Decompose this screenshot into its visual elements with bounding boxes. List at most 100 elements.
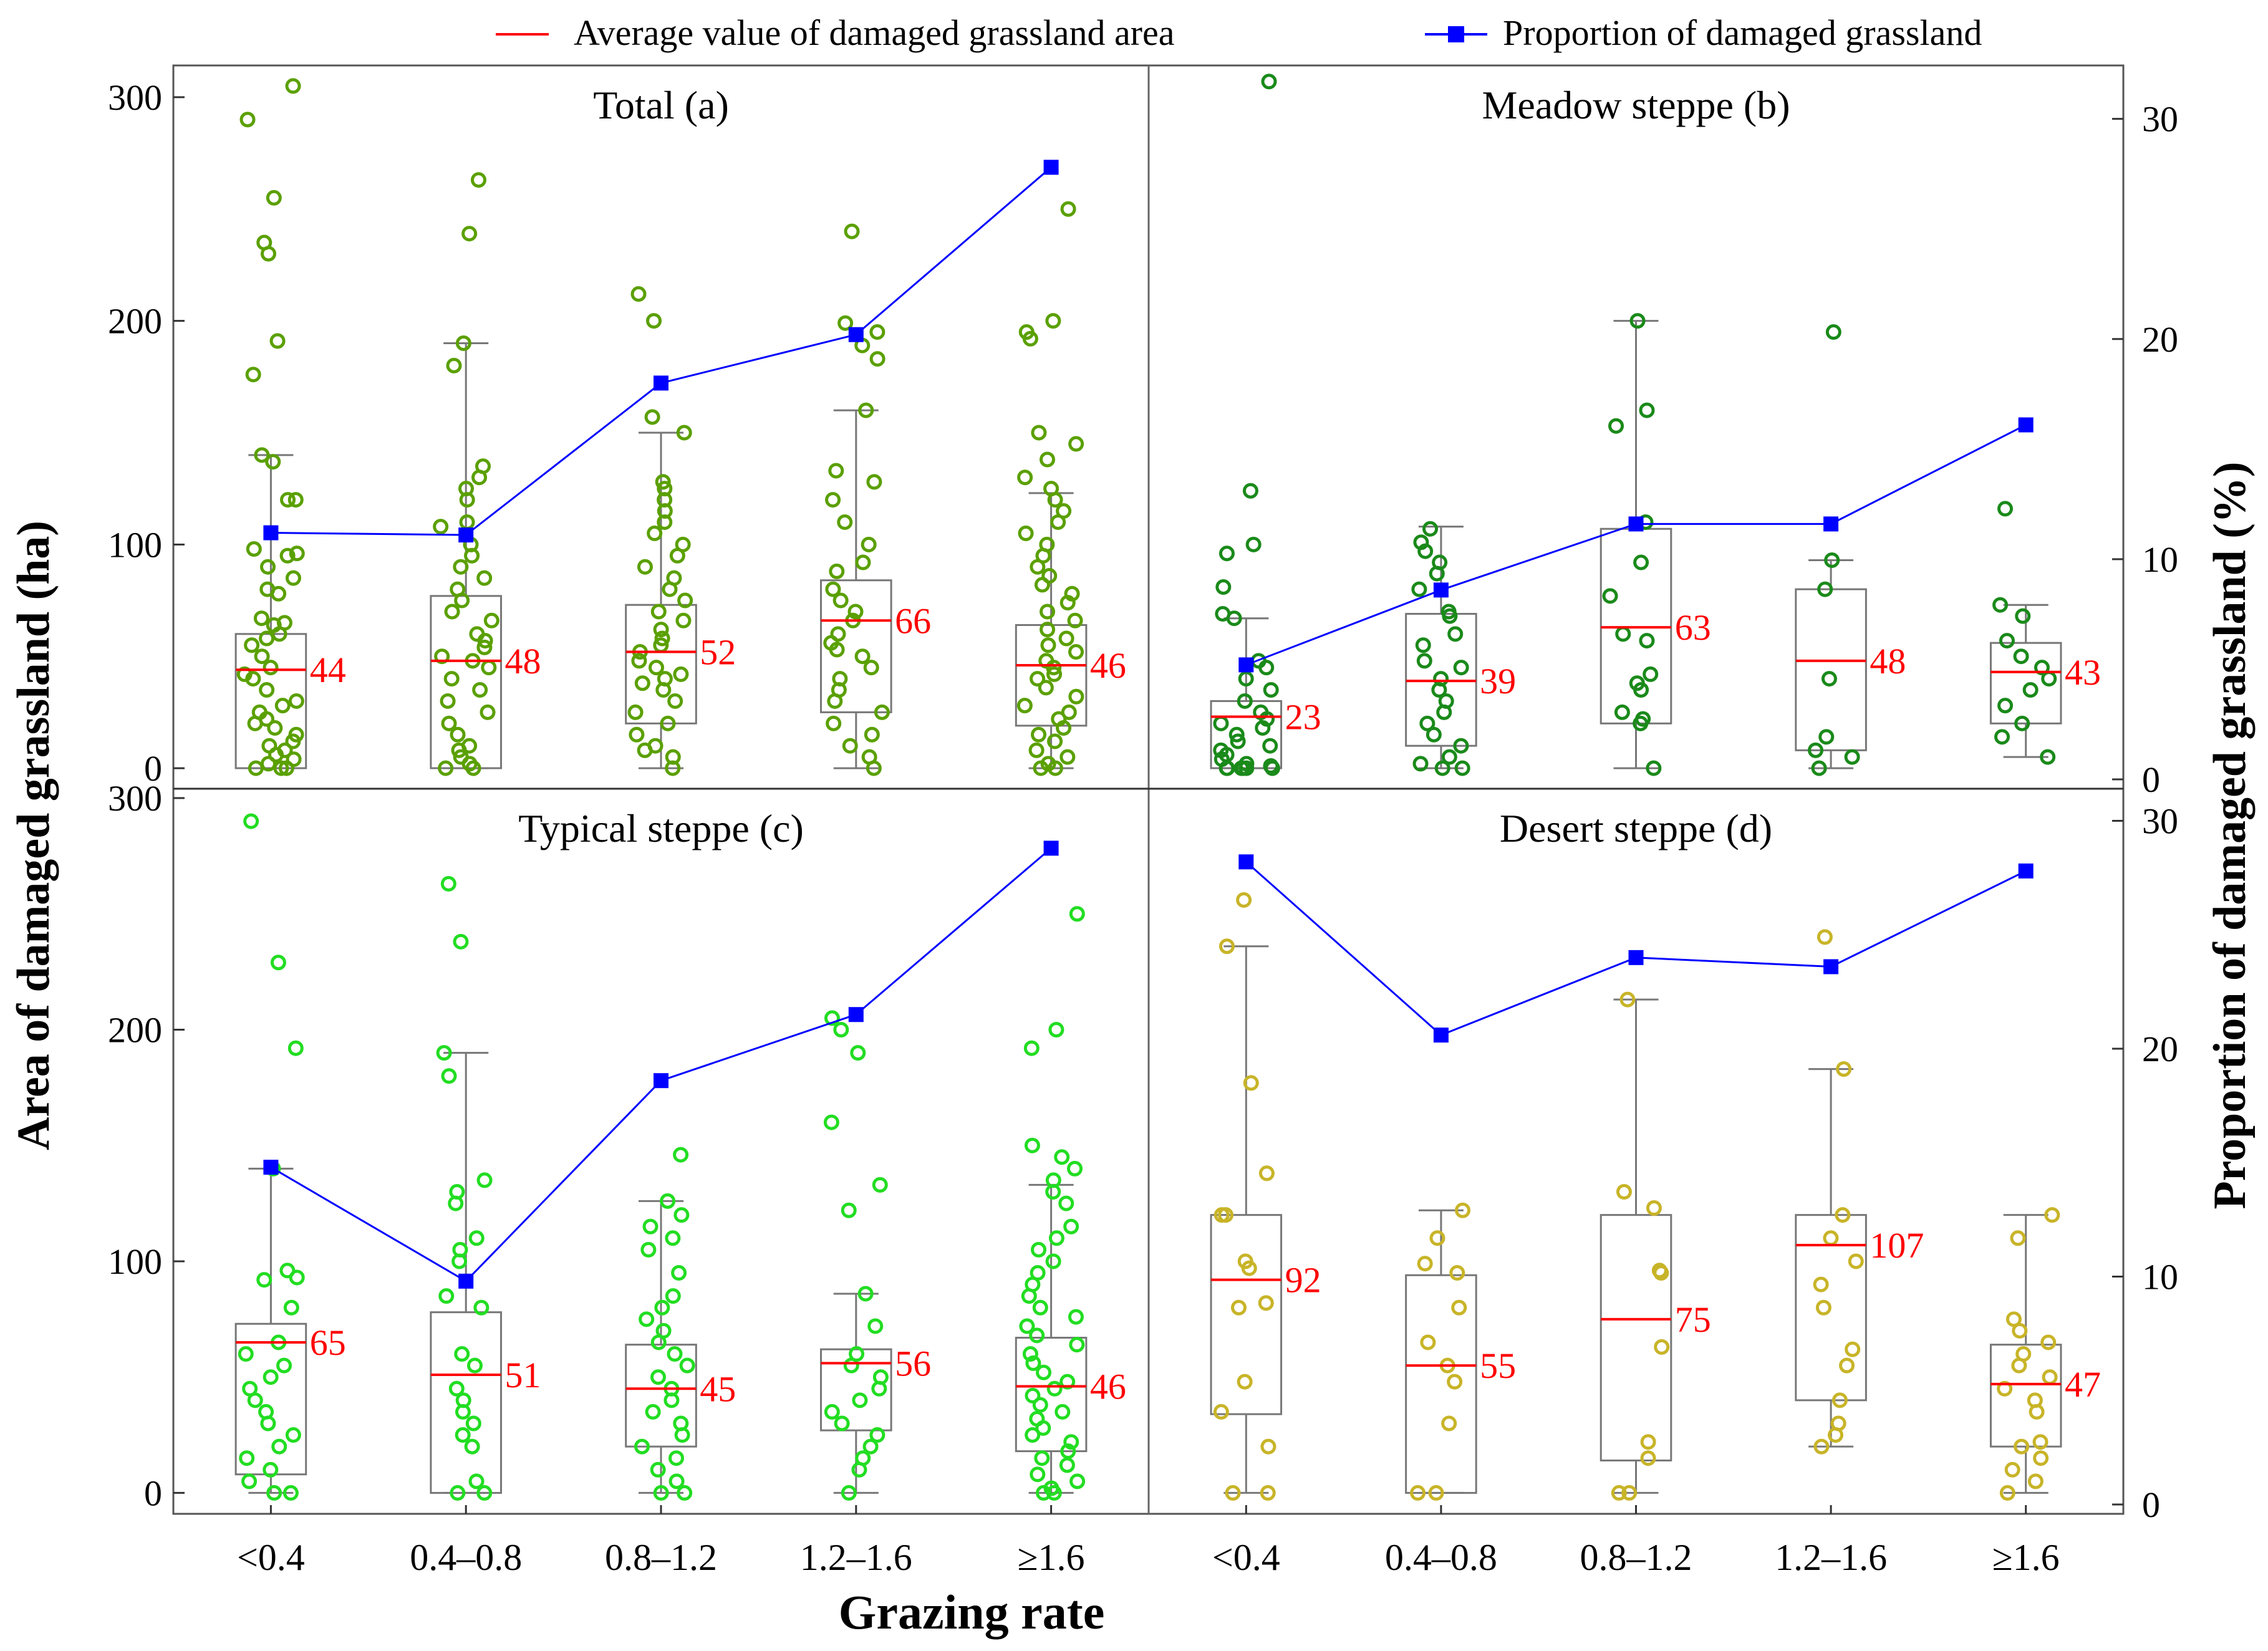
box <box>625 1344 697 1448</box>
data-point <box>1455 1202 1471 1218</box>
data-point <box>2033 1450 2049 1466</box>
data-point <box>1030 671 1046 687</box>
data-point <box>279 547 296 564</box>
y-tick-label-right: 10 <box>2142 1257 2178 1297</box>
proportion-marker <box>1433 1028 1449 1043</box>
data-point <box>453 559 469 575</box>
data-point <box>1415 637 1431 653</box>
data-point <box>1447 626 1464 642</box>
box <box>1795 588 1867 751</box>
data-point <box>677 1485 693 1501</box>
data-point <box>267 720 283 736</box>
data-point <box>1025 1387 1041 1403</box>
data-point <box>1230 733 1246 749</box>
data-point <box>1033 760 1049 776</box>
data-point <box>1213 1403 1229 1420</box>
data-point <box>1050 514 1066 530</box>
data-point <box>1260 1438 1276 1455</box>
data-point <box>1029 1327 1045 1344</box>
y-tick-label-left: 200 <box>108 301 162 342</box>
data-point <box>465 760 481 776</box>
y-tick-label-right: 30 <box>2142 801 2178 842</box>
data-point <box>673 666 689 682</box>
data-point <box>1434 760 1450 776</box>
data-point <box>263 660 279 676</box>
data-point <box>863 660 879 676</box>
data-point <box>1046 660 1062 676</box>
data-point <box>1824 552 1840 568</box>
data-point <box>2029 1403 2045 1420</box>
data-point <box>441 715 457 731</box>
data-point <box>1045 1184 1061 1200</box>
data-point <box>1262 738 1278 754</box>
data-point <box>2040 749 2056 765</box>
data-point <box>1441 1415 1457 1432</box>
data-point <box>455 1403 471 1420</box>
data-point <box>273 760 289 776</box>
y-tick-label-right: 30 <box>2142 99 2178 140</box>
box <box>819 1348 892 1432</box>
data-point <box>1429 1230 1445 1246</box>
data-point <box>1031 1241 1047 1258</box>
data-point <box>1260 1485 1276 1501</box>
data-point <box>440 693 456 709</box>
x-tick-label: 0.4–0.8 <box>1385 1537 1497 1578</box>
y-tick-label-left: 200 <box>108 1009 162 1050</box>
data-point <box>1997 698 2014 714</box>
data-point <box>448 1195 464 1211</box>
data-point <box>459 514 475 530</box>
y-tick-label-left: 0 <box>144 748 162 789</box>
legend: Average value of damaged grassland area … <box>496 12 1982 53</box>
data-point <box>1016 698 1033 714</box>
data-point <box>1825 324 1841 340</box>
data-point <box>1047 760 1063 776</box>
data-point <box>438 760 454 776</box>
data-point <box>662 581 678 597</box>
data-point <box>1646 1200 1662 1216</box>
data-point <box>434 648 450 665</box>
data-point <box>677 592 693 609</box>
data-point <box>270 955 286 971</box>
data-point <box>1431 682 1447 698</box>
data-point <box>650 604 667 620</box>
data-point <box>1054 1149 1070 1165</box>
data-point <box>852 1392 868 1408</box>
data-point <box>1226 610 1242 627</box>
data-point <box>433 519 449 535</box>
data-point <box>2010 1230 2026 1246</box>
data-point <box>1821 671 1837 687</box>
data-point <box>627 704 644 720</box>
data-point <box>646 313 662 329</box>
data-point <box>2040 1334 2057 1350</box>
data-point <box>1019 1318 1035 1334</box>
data-point <box>864 726 880 743</box>
data-point <box>1068 644 1084 660</box>
data-point <box>1067 612 1083 628</box>
proportion-marker <box>1823 516 1839 532</box>
data-point <box>1023 1040 1040 1056</box>
mean-label: 75 <box>1675 1299 1711 1340</box>
data-point <box>855 554 871 570</box>
y-tick-label-left: 300 <box>108 778 162 819</box>
data-point <box>476 639 493 655</box>
data-point <box>1022 1346 1038 1362</box>
data-point <box>451 1253 468 1269</box>
data-point <box>1035 1485 1051 1501</box>
data-point <box>1233 760 1250 776</box>
data-point <box>289 1269 305 1286</box>
panel-3: Typical steppe (c) 0 100 200 300 <0.4 0.4–0.8 0… <box>108 778 1126 1578</box>
data-point <box>1031 425 1047 441</box>
data-point <box>648 660 664 676</box>
data-point <box>289 546 305 562</box>
data-point <box>1069 1337 1085 1353</box>
data-point <box>473 1299 490 1316</box>
mean-label: 52 <box>700 632 736 673</box>
data-point <box>1059 1374 1076 1390</box>
data-point <box>834 1415 850 1432</box>
data-point <box>450 1485 466 1501</box>
proportion-marker <box>2018 417 2034 433</box>
mean-label: 23 <box>1285 697 1321 738</box>
data-point <box>1813 1276 1829 1292</box>
data-point <box>1069 1473 1086 1490</box>
data-point <box>1034 1450 1050 1466</box>
